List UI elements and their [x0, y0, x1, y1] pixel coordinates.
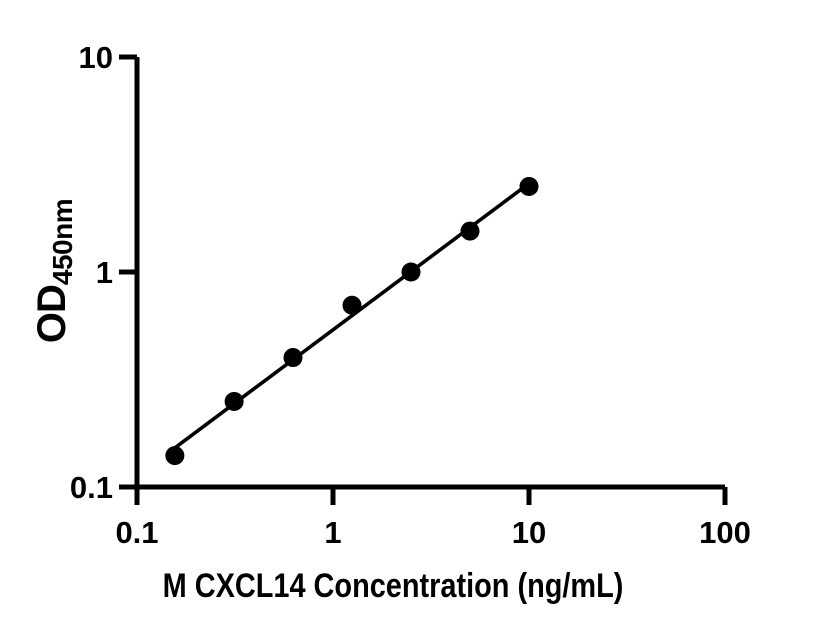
data-point-marker — [460, 221, 480, 241]
y-axis-tick-label: 1 — [96, 255, 113, 290]
y-axis-tick-label: 10 — [79, 40, 113, 75]
x-axis-title: M CXCL14 Concentration (ng/mL) — [162, 567, 624, 605]
x-axis-tick-label: 100 — [699, 515, 751, 550]
x-axis-tick-label: 0.1 — [115, 515, 158, 550]
data-point-marker — [165, 446, 185, 466]
data-point-marker — [342, 295, 362, 315]
y-axis-title: OD450nm — [30, 121, 78, 421]
y-axis-title-subscript: 450nm — [47, 198, 78, 286]
data-point-marker — [401, 262, 421, 282]
x-axis-tick-label: 10 — [512, 515, 546, 550]
data-point-marker — [283, 348, 303, 368]
axis-spines — [134, 57, 725, 490]
data-point-marker — [224, 391, 244, 411]
y-axis-title-main: OD — [30, 285, 74, 344]
x-axis-tick-label: 1 — [324, 515, 341, 550]
data-point-marker — [519, 176, 539, 196]
y-axis-tick-label: 0.1 — [70, 470, 113, 505]
